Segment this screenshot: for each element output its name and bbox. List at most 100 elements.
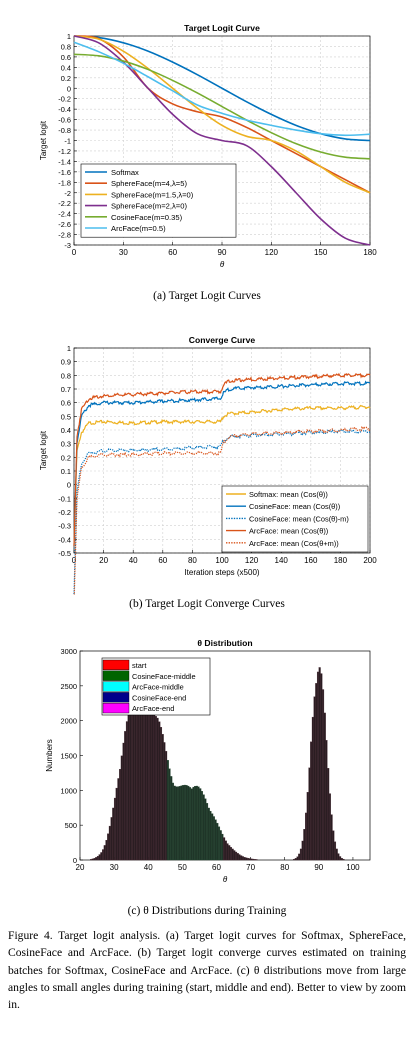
histogram-bar xyxy=(308,767,311,861)
plot-frame xyxy=(73,347,371,554)
y-tick-label: -2 xyxy=(64,189,71,198)
histogram-bar xyxy=(96,855,99,861)
y-axis-label: Target logit xyxy=(39,120,48,160)
histogram-bar xyxy=(226,843,229,861)
chart-title: Converge Curve xyxy=(189,335,256,345)
histogram-bar xyxy=(178,786,181,861)
histogram-bar xyxy=(316,671,319,861)
histogram-bar xyxy=(197,786,200,861)
histogram-bar xyxy=(223,837,226,861)
chart-title: Target Logit Curve xyxy=(184,23,260,33)
histogram-bar xyxy=(153,708,156,861)
histogram-bar xyxy=(306,792,309,861)
legend-box xyxy=(80,163,237,238)
legend-label: CosineFace(m=0.35) xyxy=(111,213,183,222)
histogram-bar xyxy=(127,713,130,861)
histogram-bar xyxy=(327,768,330,861)
y-tick-label: 0.6 xyxy=(61,399,71,408)
histogram-bar xyxy=(216,822,219,861)
histogram-bar xyxy=(158,721,161,861)
histogram-bar xyxy=(139,704,142,861)
y-tick-label: -0.8 xyxy=(58,126,71,135)
histogram-bar xyxy=(311,716,314,861)
histogram-bar xyxy=(113,797,116,861)
histogram-bar xyxy=(108,825,111,861)
x-tick-label: 90 xyxy=(314,863,323,872)
histogram-bar xyxy=(340,858,343,861)
legend-label: CosineFace-middle xyxy=(132,672,196,681)
legend-label: CosineFace: mean (Cos(θ)) xyxy=(249,502,340,511)
histogram-bar xyxy=(122,742,125,861)
histogram-bar xyxy=(247,857,250,861)
x-tick-label: 200 xyxy=(363,556,377,565)
histogram-bar xyxy=(293,858,296,861)
histogram-bar xyxy=(170,776,173,861)
y-tick-label: -0.3 xyxy=(58,522,71,531)
x-tick-label: 160 xyxy=(304,556,318,565)
x-tick-label: 120 xyxy=(265,248,279,257)
histogram-bar xyxy=(195,785,198,861)
y-tick-label: 0.5 xyxy=(61,412,71,421)
histogram-bar xyxy=(132,706,135,861)
histogram-bar xyxy=(301,840,304,861)
x-tick-label: 0 xyxy=(72,248,77,257)
histogram-bar xyxy=(315,683,318,861)
legend-label: SphereFace(m=4,λ=5) xyxy=(111,179,187,188)
series-line xyxy=(73,372,371,547)
x-tick-label: 40 xyxy=(129,556,138,565)
histogram-bar xyxy=(221,833,224,861)
y-axis-label: Target logit xyxy=(39,430,48,470)
histogram-bar xyxy=(129,708,132,861)
series-line xyxy=(73,53,371,160)
histogram-bar xyxy=(339,856,342,861)
y-tick-label: 1000 xyxy=(61,786,77,795)
histogram-bar xyxy=(177,786,180,861)
y-tick-label: -1.6 xyxy=(58,168,71,177)
x-tick-label: 40 xyxy=(144,863,153,872)
legend-box xyxy=(221,485,369,553)
y-tick-label: -1.8 xyxy=(58,178,71,187)
histogram-bar xyxy=(296,856,299,861)
histogram-bar xyxy=(294,858,297,861)
target-logit-chart: 0 30 60 90 120 150 18010.80.60.40.20-0.2-0.4-0… xyxy=(39,23,377,269)
histogram-bar xyxy=(119,769,122,861)
legend-label: Softmax: mean (Cos(θ)) xyxy=(249,490,328,499)
histogram-bar xyxy=(211,813,214,861)
histogram-bar xyxy=(166,760,169,861)
y-tick-label: 0.9 xyxy=(61,358,71,367)
x-tick-label: 20 xyxy=(76,863,85,872)
histogram-bar xyxy=(240,855,243,861)
chart-title: θ Distribution xyxy=(197,638,252,648)
caption-c: (c) θ Distributions during Training xyxy=(127,905,287,917)
x-tick-label: 70 xyxy=(246,863,255,872)
legend-label: Softmax xyxy=(111,168,139,177)
histogram-bar xyxy=(252,858,255,861)
histogram-bar xyxy=(107,833,110,861)
histogram-bar xyxy=(323,712,326,861)
histogram-bar xyxy=(117,778,120,861)
legend-label: ArcFace-middle xyxy=(132,683,184,692)
legend-label: ArcFace(m=0.5) xyxy=(111,224,166,233)
y-tick-label: 0 xyxy=(73,856,77,865)
histogram-bar xyxy=(313,696,316,861)
caption-a: (a) Target Logit Curves xyxy=(153,290,261,302)
series-line xyxy=(73,380,371,547)
histogram-bar xyxy=(189,787,192,861)
x-tick-label: 30 xyxy=(119,248,128,257)
histogram-bar xyxy=(305,812,308,861)
histogram-bar xyxy=(105,839,108,861)
legend-label: start xyxy=(132,661,146,670)
y-tick-label: -2.8 xyxy=(58,231,71,240)
histogram-bar xyxy=(241,856,244,861)
y-tick-label: -1 xyxy=(64,137,71,146)
y-tick-label: -1.2 xyxy=(58,147,71,156)
histogram-bar xyxy=(330,814,333,861)
legend-swatch xyxy=(102,670,130,681)
histogram-bar xyxy=(206,803,209,861)
histogram-bar xyxy=(165,751,168,861)
histogram-bar xyxy=(120,755,123,861)
histogram-bar xyxy=(136,710,139,861)
y-tick-label: 1500 xyxy=(61,752,77,761)
legend-label: CosineFace: mean (Cos(θ)-m) xyxy=(249,514,349,523)
histogram-bar xyxy=(124,731,127,861)
